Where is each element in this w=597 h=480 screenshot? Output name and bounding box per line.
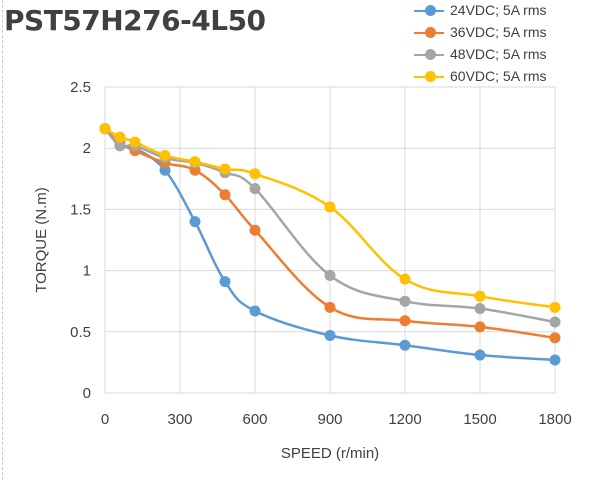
data-point bbox=[474, 321, 486, 333]
data-point bbox=[324, 269, 336, 281]
x-axis-ticks: 0 300 600 900 1200 1500 1800 bbox=[101, 411, 572, 428]
x-tick-label: 1200 bbox=[388, 411, 421, 428]
y-tick-label: 2.5 bbox=[70, 79, 91, 96]
data-point bbox=[219, 189, 231, 201]
y-tick-label: 1 bbox=[83, 263, 91, 280]
data-point bbox=[324, 329, 336, 341]
legend-item: 60VDC; 5A rms bbox=[412, 66, 597, 88]
gridlines bbox=[104, 86, 556, 394]
x-axis-title: SPEED (r/min) bbox=[281, 445, 379, 462]
data-point bbox=[399, 273, 411, 285]
legend-item: 24VDC; 5A rms bbox=[412, 0, 597, 22]
data-point bbox=[474, 290, 486, 302]
data-point bbox=[129, 136, 141, 148]
data-point bbox=[99, 123, 111, 135]
data-point bbox=[324, 301, 336, 313]
x-tick-label: 1500 bbox=[463, 411, 496, 428]
y-tick-label: 2 bbox=[83, 140, 91, 157]
data-point bbox=[399, 339, 411, 351]
data-point bbox=[549, 332, 561, 344]
data-point bbox=[189, 216, 201, 228]
data-point bbox=[549, 354, 561, 366]
x-tick-label: 600 bbox=[242, 411, 267, 428]
y-tick-label: 0 bbox=[83, 385, 91, 402]
data-point bbox=[114, 140, 126, 152]
data-point bbox=[324, 201, 336, 213]
legend-dot-marker bbox=[425, 5, 436, 16]
x-tick-label: 900 bbox=[317, 411, 342, 428]
data-point bbox=[399, 315, 411, 327]
chart-title: PST57H276-4L50 bbox=[4, 4, 266, 37]
legend-label: 60VDC; 5A rms bbox=[450, 68, 547, 84]
data-point bbox=[399, 295, 411, 307]
data-point bbox=[474, 303, 486, 315]
y-tick-label: 0.5 bbox=[70, 324, 91, 341]
data-point bbox=[474, 349, 486, 361]
legend-dot-marker bbox=[425, 49, 436, 60]
legend-item: 36VDC; 5A rms bbox=[412, 22, 597, 44]
data-point bbox=[219, 163, 231, 175]
left-dashed-border bbox=[2, 0, 3, 480]
x-tick-label: 0 bbox=[101, 411, 109, 428]
legend-dot-marker bbox=[425, 27, 436, 38]
legend-item: 48VDC; 5A rms bbox=[412, 44, 597, 66]
data-point bbox=[219, 276, 231, 288]
data-point bbox=[549, 316, 561, 328]
legend-label: 36VDC; 5A rms bbox=[450, 24, 547, 40]
legend: 24VDC; 5A rms 36VDC; 5A rms 48VDC; 5A rms 6… bbox=[412, 0, 597, 88]
legend-label: 24VDC; 5A rms bbox=[450, 2, 547, 18]
legend-dot-marker bbox=[425, 71, 436, 82]
data-point bbox=[249, 305, 261, 317]
data-point bbox=[549, 301, 561, 313]
series-points bbox=[99, 123, 561, 366]
data-point bbox=[159, 150, 171, 162]
y-axis-title: TORQUE (N.m) bbox=[33, 187, 50, 293]
data-point bbox=[249, 224, 261, 236]
x-tick-label: 300 bbox=[167, 411, 192, 428]
data-point bbox=[249, 183, 261, 195]
y-tick-label: 1.5 bbox=[70, 201, 91, 218]
legend-label: 48VDC; 5A rms bbox=[450, 46, 547, 62]
data-point bbox=[114, 131, 126, 143]
data-point bbox=[249, 168, 261, 180]
data-point bbox=[189, 156, 201, 168]
x-tick-label: 1800 bbox=[538, 411, 571, 428]
y-axis-ticks: 0 0.5 1 1.5 2 2.5 bbox=[70, 79, 91, 402]
